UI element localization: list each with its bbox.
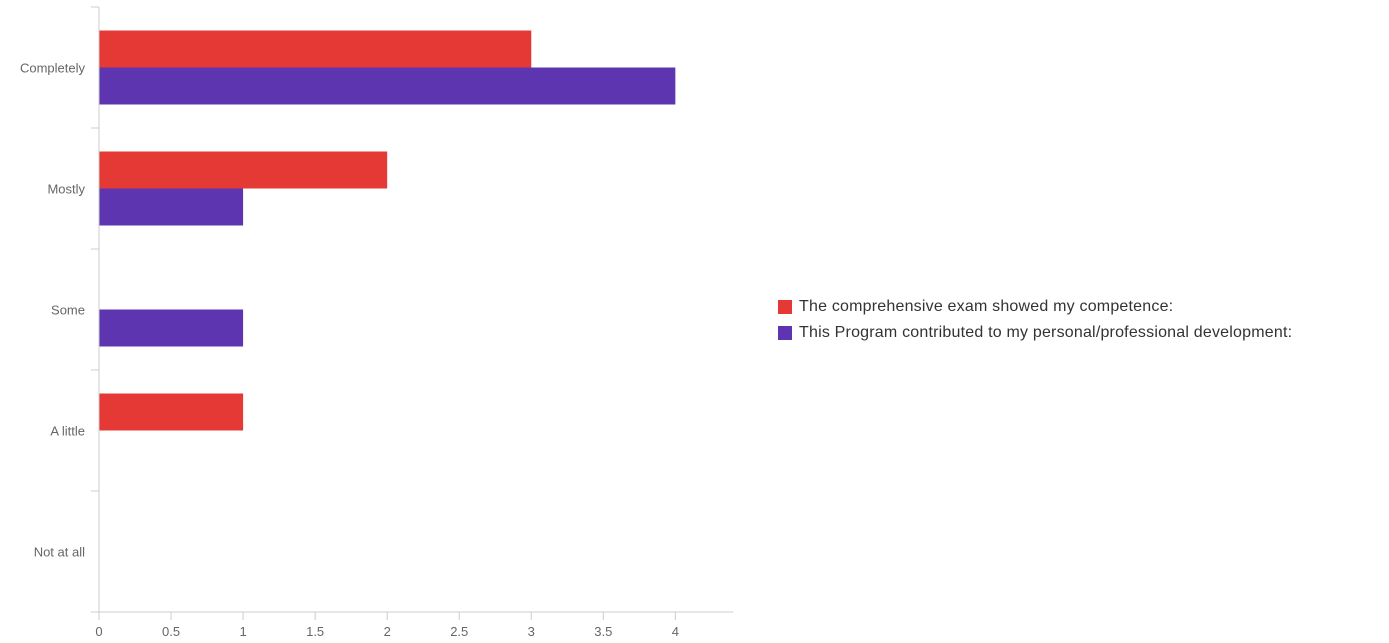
y-tick-label: A little bbox=[50, 424, 85, 439]
x-tick-label: 1 bbox=[239, 624, 246, 639]
legend-swatch-exam bbox=[778, 300, 792, 314]
y-tick-label: Mostly bbox=[47, 182, 85, 197]
x-tick-label: 3.5 bbox=[594, 624, 612, 639]
legend-swatch-program bbox=[778, 326, 792, 340]
x-tick-label: 3 bbox=[528, 624, 535, 639]
legend-item-program[interactable]: This Program contributed to my personal/… bbox=[778, 322, 1292, 344]
bar-exam-a-little[interactable] bbox=[99, 393, 244, 431]
x-tick-label: 1.5 bbox=[306, 624, 324, 639]
chart-bars bbox=[99, 30, 676, 431]
legend-label-exam: The comprehensive exam showed my compete… bbox=[799, 298, 1174, 315]
bar-exam-completely[interactable] bbox=[99, 30, 532, 68]
bar-program-some[interactable] bbox=[99, 309, 244, 347]
y-tick-label: Not at all bbox=[34, 545, 85, 560]
x-tick-label: 0.5 bbox=[162, 624, 180, 639]
legend-item-exam[interactable]: The comprehensive exam showed my compete… bbox=[778, 296, 1292, 318]
x-tick-label: 0 bbox=[95, 624, 102, 639]
y-tick-label: Some bbox=[51, 303, 85, 318]
x-tick-label: 2 bbox=[384, 624, 391, 639]
y-tick-label: Completely bbox=[20, 61, 86, 76]
chart-axes bbox=[91, 6, 733, 620]
bar-exam-mostly[interactable] bbox=[99, 151, 388, 189]
x-tick-label: 2.5 bbox=[450, 624, 468, 639]
chart-tick-labels: 0 0.5 1 1.5 2 2.5 3 3.5 4 Completely Mostly Some A l… bbox=[20, 61, 679, 640]
x-tick-label: 4 bbox=[672, 624, 679, 639]
bar-program-mostly[interactable] bbox=[99, 188, 244, 226]
legend-label-program: This Program contributed to my personal/… bbox=[799, 324, 1293, 341]
bar-program-completely[interactable] bbox=[99, 67, 676, 105]
chart-legend: The comprehensive exam showed my compete… bbox=[778, 296, 1292, 348]
